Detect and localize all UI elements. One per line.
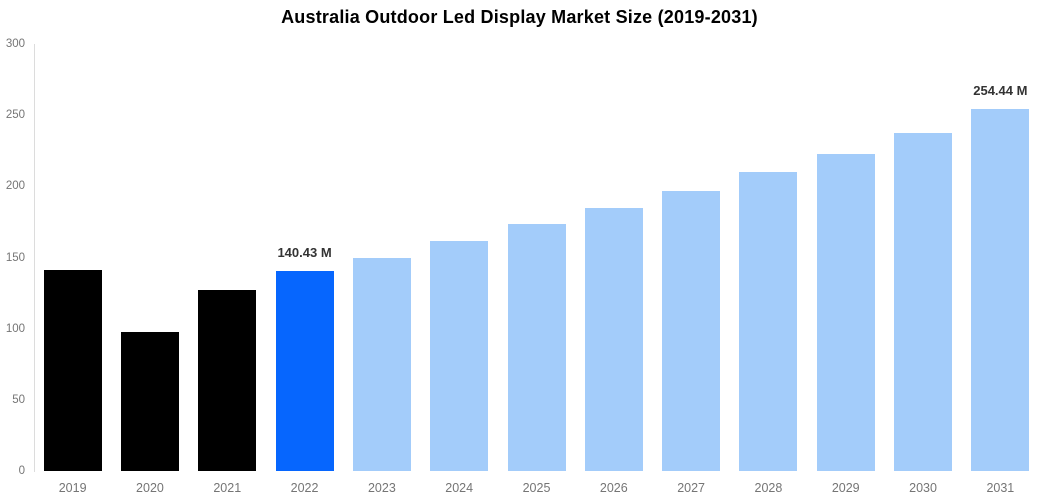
bar-2031[interactable] [971,108,1030,471]
y-axis-tick-250: 250 [5,109,25,122]
bar-2027[interactable] [662,190,721,471]
x-axis-tick-2022: 2022 [290,481,319,495]
bar-value-label-2031: 254.44 M [973,82,1028,98]
y-axis-tick-50: 50 [12,393,25,406]
bar-2020[interactable] [120,331,179,471]
bar-2025[interactable] [507,224,566,471]
x-axis-tick-2027: 2027 [677,481,706,495]
chart-title: Australia Outdoor Led Display Market Siz… [281,7,758,27]
x-axis-tick-2029: 2029 [831,481,860,495]
bar-2030[interactable] [894,132,953,471]
y-axis-tick-150: 150 [5,251,25,264]
x-axis-tick-2020: 2020 [136,481,164,495]
bar-2028[interactable] [739,172,798,471]
bar-2026[interactable] [584,207,643,471]
x-axis-tick-2026: 2026 [599,481,628,495]
x-axis-tick-2021: 2021 [213,481,242,495]
y-axis-tick-200: 200 [5,180,25,193]
x-axis-tick-2031: 2031 [986,481,1015,495]
bar-2021[interactable] [198,290,257,471]
x-axis-tick-2023: 2023 [367,481,396,495]
y-axis-line [34,44,35,472]
bar-2019[interactable] [43,270,102,471]
y-axis-tick-100: 100 [5,322,25,335]
x-axis-tick-2030: 2030 [909,481,937,495]
bar-2029[interactable] [816,153,875,471]
bar-2022[interactable] [275,271,334,471]
x-axis-tick-2024: 2024 [445,481,474,495]
bar-value-label-2022: 140.43 M [277,245,332,261]
y-axis-tick-0: 0 [18,465,25,477]
x-axis-tick-2028: 2028 [754,481,783,495]
x-axis-tick-2019: 2019 [58,481,87,495]
bar-2024[interactable] [430,241,489,471]
x-axis-tick-2025: 2025 [522,481,551,495]
y-axis-tick-300: 300 [5,38,25,50]
bar-2023[interactable] [352,257,411,471]
